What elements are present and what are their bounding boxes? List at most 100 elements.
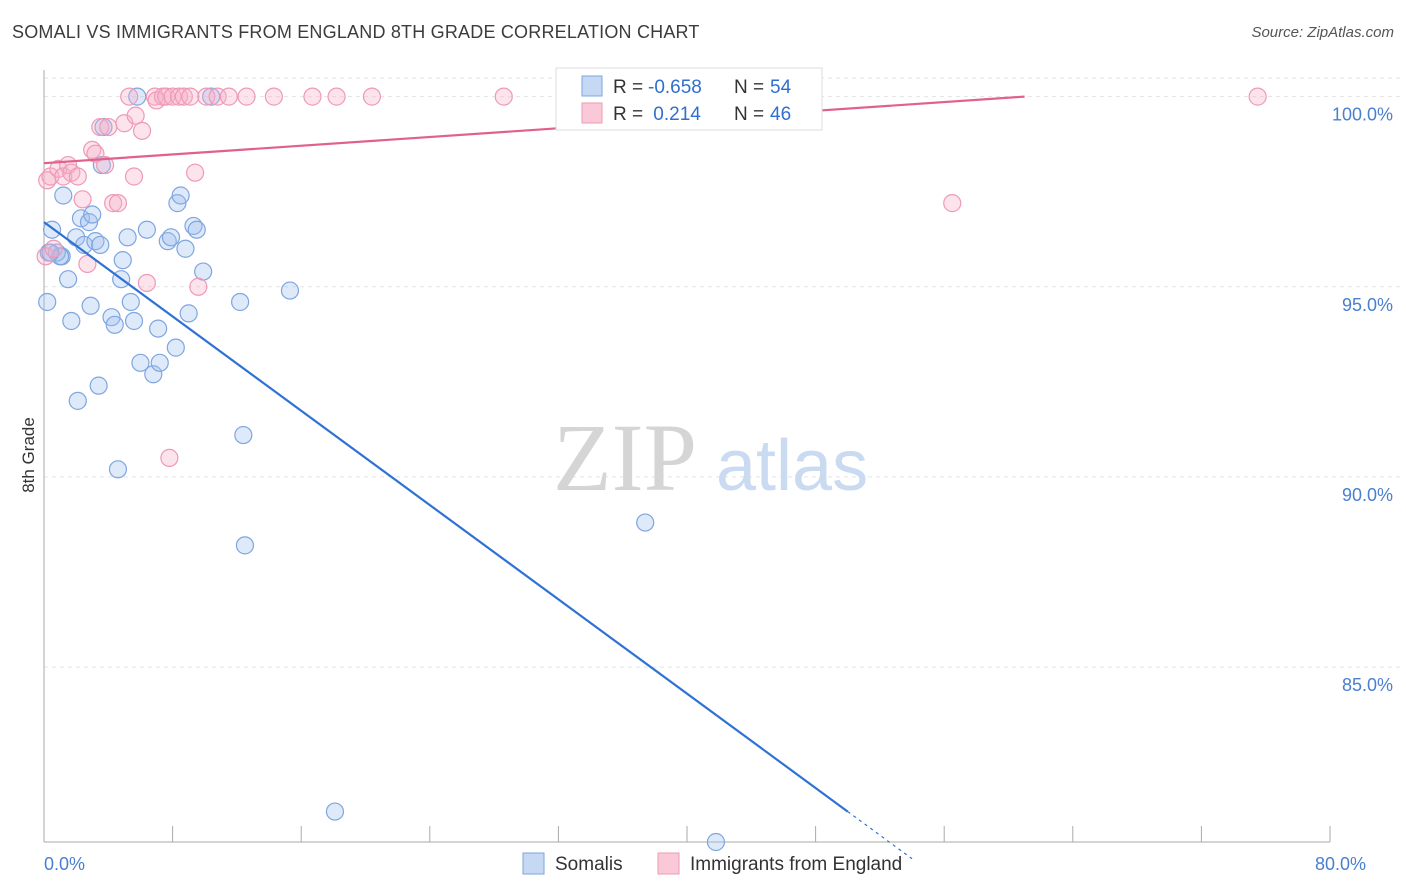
chart-title: SOMALI VS IMMIGRANTS FROM ENGLAND 8TH GR… [12,22,700,42]
somalis-point [179,304,198,323]
somalis-point [706,832,726,852]
x-tick-label: 80.0% [1315,854,1366,874]
series-legend: Somalis Immigrants from England [522,852,902,875]
england-point [68,167,87,186]
legend-n-value-2: 46 [770,104,791,125]
england-point [174,87,193,106]
england-point [186,163,205,182]
somalis-point [325,802,345,821]
england-point [943,194,962,213]
legend-n-label-1: N = [734,77,764,98]
x-tick-label: 0.0% [44,854,85,874]
somalis-point [105,315,124,334]
legend-swatch-somalis [581,75,603,97]
somalis-point [280,281,300,300]
england-point [189,277,208,296]
england-point [108,194,128,213]
somalis-point [50,247,70,266]
somalis-point [202,87,221,106]
somalis-point [176,239,195,258]
england-point [73,190,92,209]
y-tick-label: 85.0% [1342,675,1393,695]
somalis-point [108,460,128,479]
watermark-zip: ZIP [553,404,697,511]
england-point [494,87,513,106]
somalis-point [121,292,140,312]
somalis-point [81,296,100,315]
england-point [181,87,200,106]
y-axis-title: 8th Grade [19,417,38,493]
stats-legend: R = -0.658 N = 54 R = 0.214 N = 46 [555,67,823,131]
england-point [362,87,382,106]
england-point [303,87,322,106]
somalis-point [124,311,144,331]
england-point [160,448,179,468]
england-point [124,167,144,186]
england-point [104,194,123,213]
x-tick-labels: 0.0% 80.0% [44,854,1366,874]
england-point [237,87,256,106]
somalis-point [89,376,108,395]
legend-r-label-1: R = [613,77,643,98]
chart-source: Source: ZipAtlas.com [1251,24,1394,41]
somalis-point [150,353,169,372]
somalis-point [38,292,57,312]
england-point [137,273,156,293]
somalis-point [187,220,206,239]
legend-n-label-2: N = [734,104,764,125]
legend-swatch-england [581,102,603,124]
somalis-point [118,228,137,247]
somalis-point [234,425,253,445]
somalis-trend-extension [847,811,913,860]
england-point [264,87,283,106]
y-tick-labels: 100.0% 95.0% 90.0% 85.0% [1332,105,1393,695]
somalis-point [91,235,110,255]
somalis-point [54,186,73,205]
england-point [1248,87,1267,106]
series-legend-swatch-england [657,852,680,875]
legend-r-label-2: R = [613,104,643,125]
somalis-point [83,205,102,224]
england-point [95,155,115,175]
somalis-point [59,270,78,289]
somalis-point [161,228,181,247]
watermark: ZIP atlas [553,404,868,511]
somalis-point [144,365,163,384]
somalis-point [68,391,87,410]
england-point [219,87,238,106]
somalis-trend-line [43,221,849,813]
somalis-point [636,513,655,532]
england-point [78,254,97,274]
england-point [327,87,346,106]
series-legend-swatch-somalis [522,852,545,875]
legend-n-value-1: 54 [770,77,792,98]
axes [43,70,1331,843]
y-tick-label: 100.0% [1332,105,1393,125]
somalis-point [171,186,190,205]
somalis-point [113,251,132,270]
watermark-atlas: atlas [716,426,868,506]
england-point [120,87,139,106]
somalis-point [194,262,213,281]
england-point [132,121,152,140]
england-point [157,87,176,106]
somalis-point [131,353,150,372]
legend-r-value-1: -0.658 [648,77,702,98]
somalis-point [62,311,81,331]
somalis-point [137,220,156,239]
somalis-point [166,338,185,357]
england-point [44,239,63,258]
england-point [126,106,145,125]
scatter-points [36,87,1267,852]
series-legend-label-england: Immigrants from England [690,854,902,875]
england-trend-line [43,95,1025,165]
legend-r-value-2: 0.214 [648,104,701,125]
somalis-point [235,536,255,555]
y-tick-label: 95.0% [1342,295,1393,315]
somalis-point [149,319,168,338]
gridlines [44,77,1400,668]
y-tick-label: 90.0% [1342,485,1393,505]
series-legend-label-somalis: Somalis [555,854,623,875]
trend-lines [43,95,1025,860]
